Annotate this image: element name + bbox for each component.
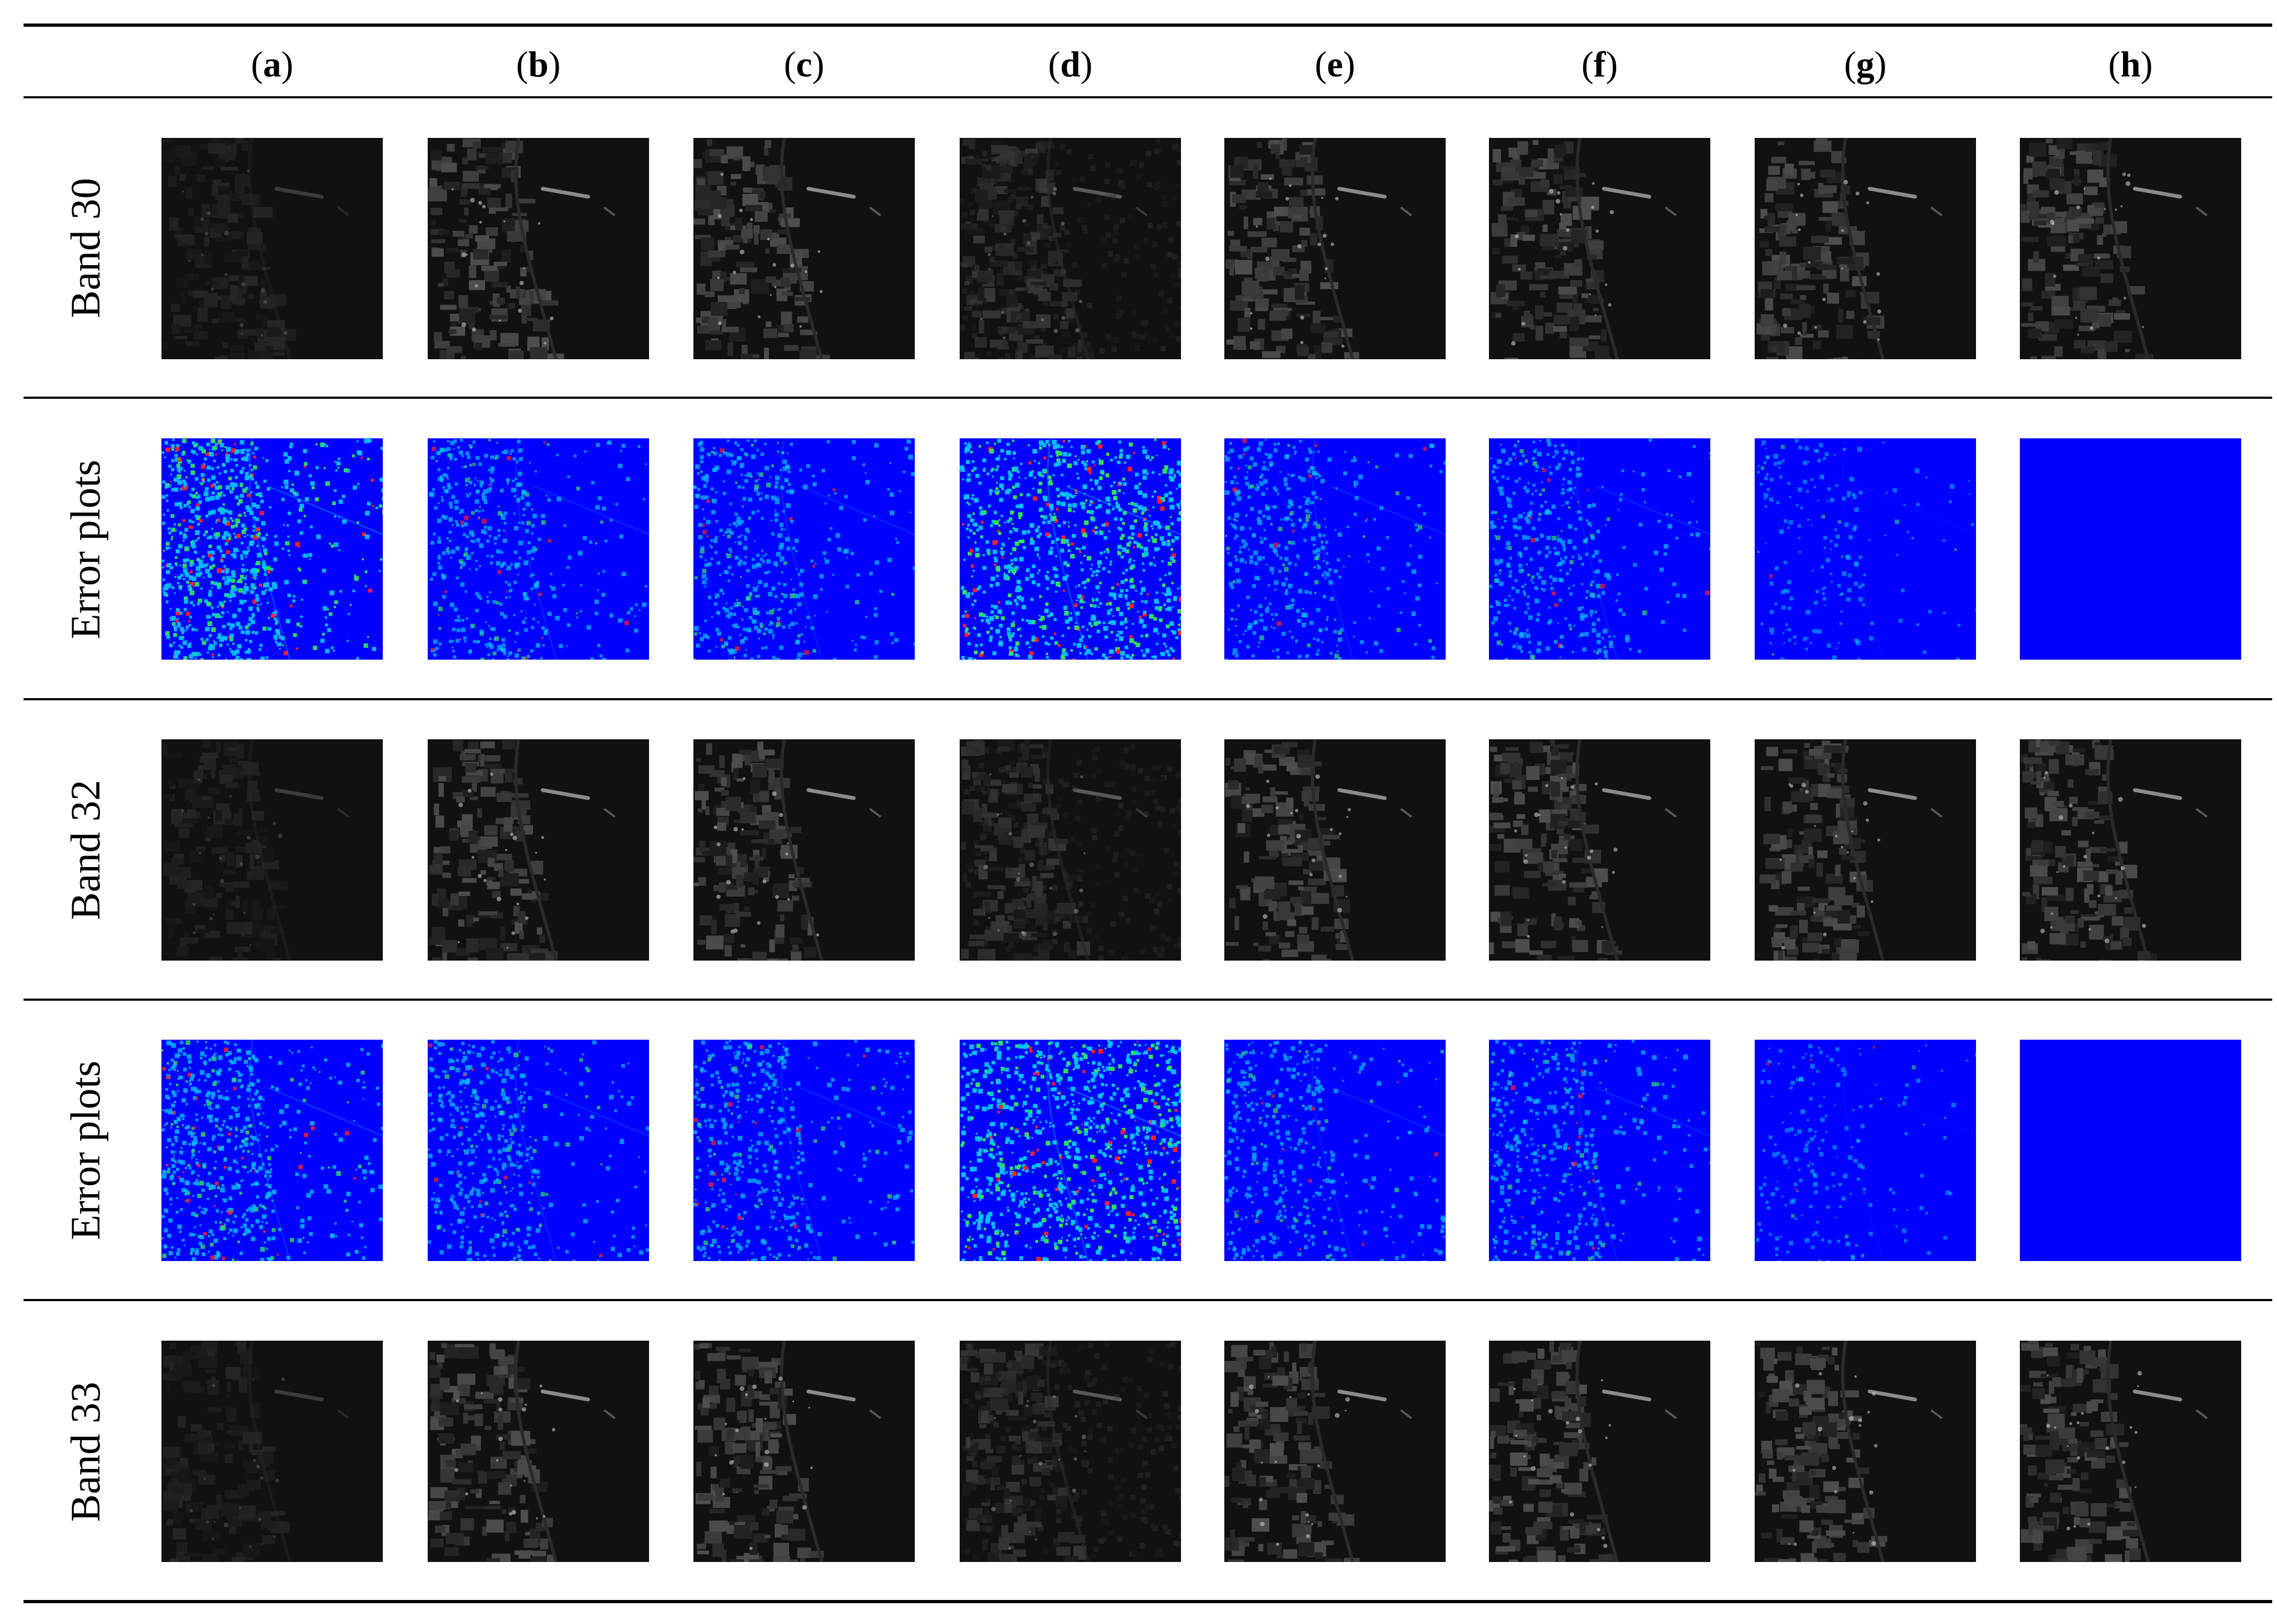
table-bottom-rule: [24, 1600, 2272, 1603]
error-plot-r4-f: [1489, 1040, 1710, 1261]
column-label-f: (f): [1581, 44, 1618, 84]
band-image-r1-b: [428, 138, 649, 359]
row-label-error-plots-1: Error plots: [62, 460, 109, 639]
band-image-r3-b: [428, 739, 649, 961]
band-image-r1-h: [2020, 138, 2241, 359]
row-label-error-plots-2: Error plots: [62, 1061, 109, 1240]
band-image-r3-e: [1224, 739, 1446, 961]
column-label-c: (c): [784, 44, 824, 84]
error-plot-r4-g: [1755, 1040, 1976, 1261]
band-image-r3-d: [960, 739, 1181, 961]
band-image-r3-g: [1755, 739, 1976, 961]
table-top-rule: [24, 24, 2272, 27]
band-image-r3-c: [693, 739, 915, 961]
row-divider-1: [24, 397, 2272, 399]
error-plot-r2-a: [161, 438, 383, 660]
row-label-band-30: Band 30: [62, 177, 109, 319]
column-label-e: (e): [1315, 44, 1355, 84]
column-label-d: (d): [1048, 44, 1093, 84]
error-plot-r2-c: [693, 438, 915, 660]
band-image-r5-e: [1224, 1341, 1446, 1562]
row-divider-3: [24, 999, 2272, 1001]
column-label-a: (a): [251, 44, 294, 84]
band-image-r5-h: [2020, 1341, 2241, 1562]
column-label-b: (b): [516, 44, 561, 84]
band-image-r1-d: [960, 138, 1181, 359]
band-image-r5-a: [161, 1341, 383, 1562]
band-image-r1-f: [1489, 138, 1710, 359]
band-image-r5-d: [960, 1341, 1181, 1562]
band-image-r5-f: [1489, 1341, 1710, 1562]
band-image-r3-h: [2020, 739, 2241, 961]
error-plot-r4-e: [1224, 1040, 1446, 1261]
column-label-g: (g): [1844, 44, 1887, 84]
error-plot-r4-a: [161, 1040, 383, 1261]
band-image-r3-a: [161, 739, 383, 961]
row-label-band-33: Band 33: [62, 1381, 109, 1522]
error-plot-r4-d: [960, 1040, 1181, 1261]
band-image-r3-f: [1489, 739, 1710, 961]
band-image-r5-c: [693, 1341, 915, 1562]
error-plot-r2-h: [2020, 438, 2241, 660]
band-image-r1-c: [693, 138, 915, 359]
row-label-band-32: Band 32: [62, 779, 109, 921]
error-plot-r2-b: [428, 438, 649, 660]
error-plot-r2-d: [960, 438, 1181, 660]
band-image-r5-g: [1755, 1341, 1976, 1562]
header-rule: [24, 96, 2272, 98]
band-image-r1-e: [1224, 138, 1446, 359]
error-plot-r4-b: [428, 1040, 649, 1261]
row-divider-2: [24, 698, 2272, 700]
error-plot-r2-e: [1224, 438, 1446, 660]
error-plot-r4-c: [693, 1040, 915, 1261]
band-image-r5-b: [428, 1341, 649, 1562]
error-plot-r4-h: [2020, 1040, 2241, 1261]
column-label-h: (h): [2108, 44, 2153, 84]
band-image-r1-g: [1755, 138, 1976, 359]
row-divider-4: [24, 1299, 2272, 1301]
error-plot-r2-g: [1755, 438, 1976, 660]
band-image-r1-a: [161, 138, 383, 359]
error-plot-r2-f: [1489, 438, 1710, 660]
